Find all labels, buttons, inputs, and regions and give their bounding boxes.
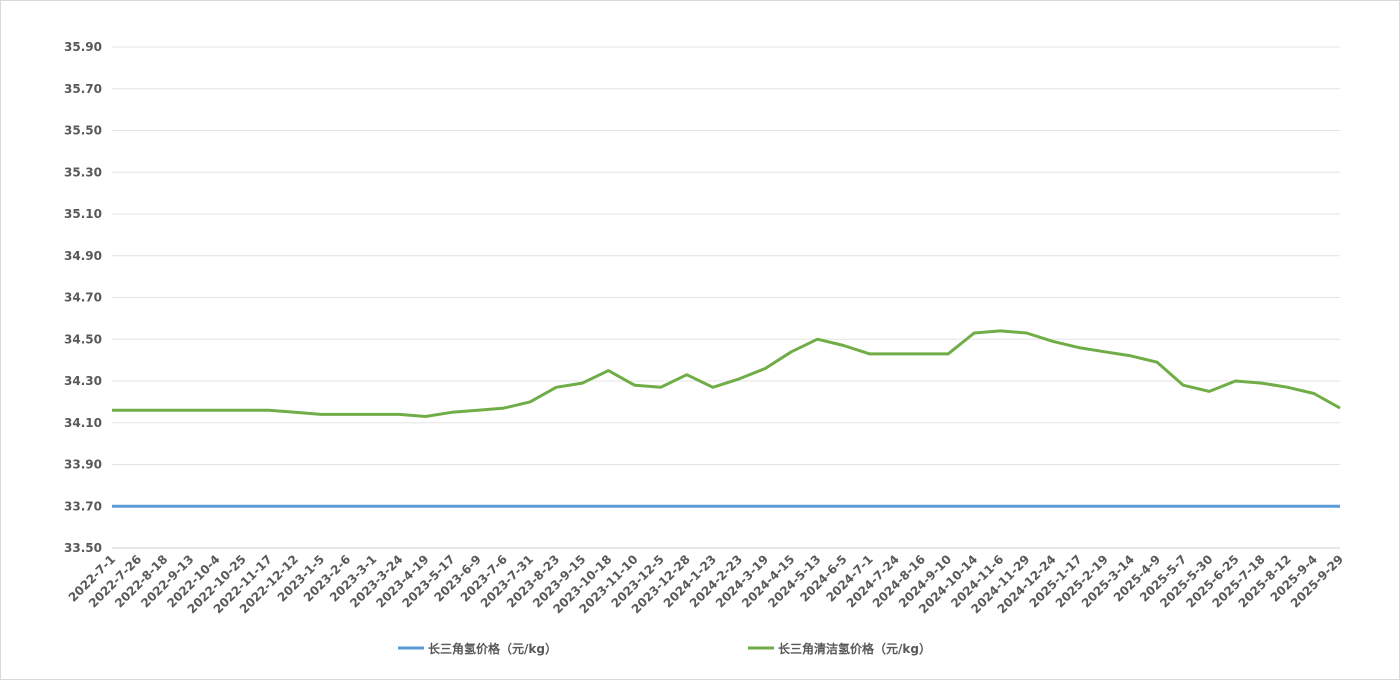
- y-tick-label: 33.50: [64, 541, 102, 555]
- legend-label: 长三角氢价格（元/kg）: [428, 641, 557, 656]
- y-tick-label: 35.10: [64, 207, 102, 221]
- y-tick-label: 33.70: [64, 499, 102, 513]
- series-line: [112, 329, 1341, 418]
- y-tick-label: 34.50: [64, 332, 102, 346]
- y-tick-label: 35.70: [64, 82, 102, 96]
- y-tick-label: 34.10: [64, 416, 102, 430]
- y-tick-label: 35.90: [64, 40, 102, 54]
- legend-item: 长三角氢价格（元/kg）: [398, 641, 557, 656]
- y-tick-label: 35.30: [64, 165, 102, 179]
- legend-label: 长三角清洁氢价格（元/kg）: [778, 641, 931, 656]
- y-tick-label: 34.90: [64, 249, 102, 263]
- y-tick-label: 34.30: [64, 374, 102, 388]
- y-tick-label: 35.50: [64, 124, 102, 138]
- y-tick-label: 34.70: [64, 291, 102, 305]
- legend-item: 长三角清洁氢价格（元/kg）: [748, 641, 931, 656]
- y-tick-label: 33.90: [64, 458, 102, 472]
